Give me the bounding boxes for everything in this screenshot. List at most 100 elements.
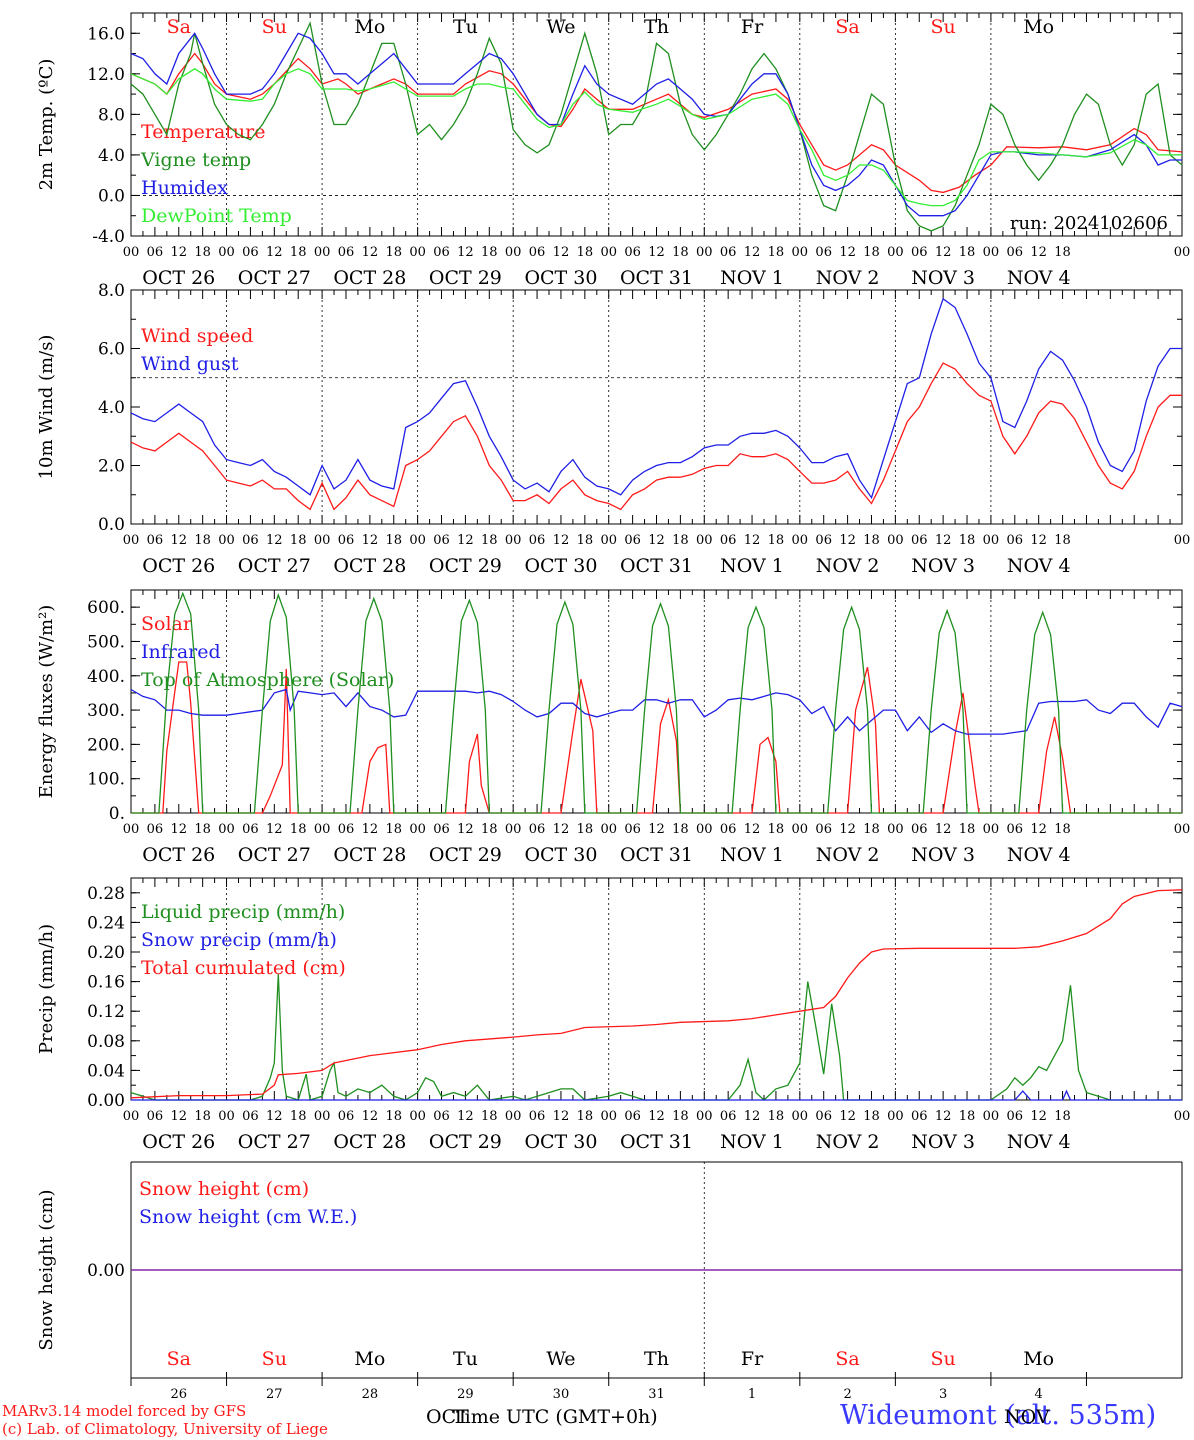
hour-tick-label: 18 — [481, 822, 498, 837]
hour-tick-label: 06 — [242, 1109, 259, 1124]
y-tick-label: 400. — [87, 667, 125, 687]
hour-tick-label: 00 — [218, 245, 235, 260]
hour-tick-label: 00 — [314, 822, 331, 837]
y-axis-label: Precip (mm/h) — [36, 924, 57, 1054]
day-label: NOV 4 — [1007, 844, 1071, 866]
weekday-label-bottom: Sa — [835, 1348, 859, 1370]
hour-tick-label: 12 — [744, 533, 761, 548]
hour-tick-label: 12 — [457, 822, 474, 837]
month-label-oct: OCT — [426, 1406, 469, 1428]
hour-tick-label: 06 — [624, 1109, 641, 1124]
day-label: OCT 26 — [142, 844, 215, 866]
series-line-liquid-precip-mm-h- — [130, 974, 1182, 1101]
y-tick-label: 0.16 — [87, 973, 125, 993]
hour-tick-label: 06 — [147, 1109, 164, 1124]
day-number-label: 3 — [939, 1387, 947, 1402]
weekday-label-top: Tu — [453, 16, 478, 38]
legend-entry: Top of Atmosphere (Solar) — [141, 669, 394, 691]
hour-tick-label: 06 — [338, 1109, 355, 1124]
hour-tick-label: 00 — [1174, 1109, 1191, 1124]
hour-tick-label: 18 — [481, 1109, 498, 1124]
hour-tick-label: 18 — [577, 1109, 594, 1124]
hour-tick-label: 12 — [1030, 533, 1047, 548]
hour-tick-label: 18 — [290, 245, 307, 260]
hour-tick-label: 06 — [720, 822, 737, 837]
weekday-label-bottom: Mo — [1023, 1348, 1054, 1370]
day-label: NOV 2 — [816, 844, 880, 866]
y-tick-label: 12.0 — [87, 65, 125, 85]
hour-tick-label: 12 — [744, 245, 761, 260]
day-label: OCT 31 — [620, 555, 693, 577]
day-label: NOV 3 — [911, 267, 975, 289]
day-label: NOV 4 — [1007, 1131, 1071, 1153]
hour-tick-label: 00 — [409, 245, 426, 260]
hour-tick-label: 18 — [768, 533, 785, 548]
day-label: OCT 31 — [620, 267, 693, 289]
hour-tick-label: 00 — [600, 245, 617, 260]
hour-tick-label: 00 — [887, 245, 904, 260]
hour-tick-label: 18 — [768, 822, 785, 837]
hour-tick-label: 06 — [147, 822, 164, 837]
hour-tick-label: 18 — [1054, 822, 1071, 837]
legend-entry: Snow height (cm) — [139, 1178, 309, 1200]
weekday-label-bottom: Su — [262, 1348, 287, 1370]
hour-tick-label: 00 — [792, 822, 809, 837]
legend-entry: Wind gust — [141, 353, 239, 375]
hour-tick-label: 06 — [1007, 245, 1024, 260]
hour-tick-label: 06 — [242, 533, 259, 548]
day-label: OCT 28 — [333, 844, 406, 866]
hour-tick-label: 12 — [170, 245, 187, 260]
weekday-label-bottom: Fr — [741, 1348, 764, 1370]
legend-entry: Liquid precip (mm/h) — [141, 901, 345, 923]
series-line-top-of-atmosphere-solar- — [131, 591, 1182, 814]
y-axis-label: 10m Wind (m/s) — [36, 335, 57, 480]
legend-entry: DewPoint Temp — [141, 205, 292, 227]
day-number-label: 30 — [553, 1387, 570, 1402]
legend-entry: Solar — [141, 613, 193, 635]
hour-tick-label: 18 — [481, 245, 498, 260]
y-tick-label: 0.04 — [87, 1061, 125, 1081]
model-line: MARv3.14 model forced by GFS — [2, 1402, 247, 1420]
day-number-label: 26 — [170, 1387, 187, 1402]
weekday-label-top: Su — [262, 16, 287, 38]
y-tick-label: 0.12 — [87, 1002, 125, 1022]
legend-entry: Temperature — [141, 121, 265, 143]
hour-tick-label: 00 — [409, 1109, 426, 1124]
hour-tick-label: 18 — [481, 533, 498, 548]
hour-tick-label: 00 — [123, 822, 140, 837]
weekday-label-bottom: We — [546, 1348, 575, 1370]
hour-tick-label: 06 — [1007, 533, 1024, 548]
y-tick-label: 0.00 — [87, 1261, 125, 1281]
day-number-label: 27 — [266, 1387, 283, 1402]
hour-tick-label: 12 — [362, 533, 379, 548]
hour-tick-label: 06 — [242, 822, 259, 837]
hour-tick-label: 18 — [863, 533, 880, 548]
hour-tick-label: 00 — [218, 1109, 235, 1124]
hour-tick-label: 12 — [648, 822, 665, 837]
hour-tick-label: 00 — [600, 1109, 617, 1124]
hour-tick-label: 12 — [362, 822, 379, 837]
hour-tick-label: 00 — [314, 1109, 331, 1124]
hour-tick-label: 18 — [1054, 1109, 1071, 1124]
day-label: NOV 4 — [1007, 555, 1071, 577]
hour-tick-label: 18 — [672, 245, 689, 260]
time-axis-label: Time UTC (GMT+0h) — [452, 1406, 658, 1428]
y-tick-label: 8.0 — [98, 281, 125, 301]
legend-entry: Snow precip (mm/h) — [141, 929, 337, 951]
series-line-temperature — [130, 52, 1183, 194]
day-label: OCT 28 — [333, 267, 406, 289]
hour-tick-label: 06 — [529, 1109, 546, 1124]
hour-tick-label: 18 — [194, 1109, 211, 1124]
hour-tick-label: 06 — [529, 533, 546, 548]
hour-tick-label: 18 — [672, 1109, 689, 1124]
hour-tick-label: 06 — [433, 533, 450, 548]
hour-tick-label: 06 — [242, 245, 259, 260]
weekday-label-top: We — [546, 16, 575, 38]
day-label: NOV 3 — [911, 1131, 975, 1153]
hour-tick-label: 18 — [768, 1109, 785, 1124]
day-label: OCT 26 — [142, 1131, 215, 1153]
hour-tick-label: 06 — [720, 533, 737, 548]
hour-tick-label: 18 — [290, 1109, 307, 1124]
y-tick-label: 2.0 — [98, 457, 125, 477]
panel-snow: 0.00 Snow height (cm) Snow height (cm) Snow… — [36, 1161, 1183, 1378]
